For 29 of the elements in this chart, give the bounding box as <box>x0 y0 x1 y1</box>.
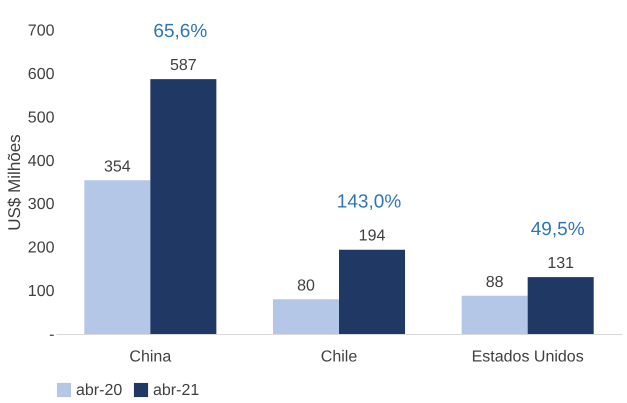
bar <box>272 299 339 334</box>
data-label: 194 <box>358 228 386 245</box>
x-tick-label: Chile <box>320 348 358 366</box>
y-tick-label: 200 <box>28 240 55 257</box>
data-label: 587 <box>170 57 197 74</box>
y-tick-label: 700 <box>28 22 55 40</box>
legend-label: abr-21 <box>153 382 200 399</box>
bar <box>84 180 150 334</box>
data-label: 80 <box>297 277 315 294</box>
x-tick-label: China <box>129 348 172 366</box>
y-tick-label: 100 <box>28 283 55 300</box>
bar <box>462 296 528 334</box>
data-label: 131 <box>547 255 574 272</box>
y-axis-title: US$ Milhões <box>4 134 24 231</box>
y-tick-label: - <box>49 326 54 344</box>
x-tick-label: Estados Unidos <box>472 348 584 366</box>
annotation: 143,0% <box>336 192 402 213</box>
annotation: 65,6% <box>153 21 208 42</box>
data-label: 88 <box>486 274 504 291</box>
bar <box>150 79 216 334</box>
y-tick-label: 400 <box>28 152 55 170</box>
y-tick-label: 600 <box>28 66 55 83</box>
data-label: 354 <box>104 158 131 176</box>
annotation: 49,5% <box>530 219 585 240</box>
y-tick-label: 300 <box>28 196 55 214</box>
y-tick-label: 500 <box>28 109 55 126</box>
bar <box>528 277 594 334</box>
legend-label: abr-20 <box>76 382 122 399</box>
bar <box>339 250 406 334</box>
